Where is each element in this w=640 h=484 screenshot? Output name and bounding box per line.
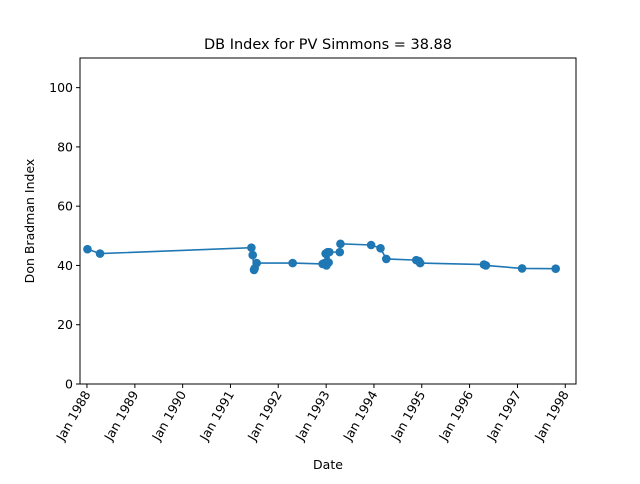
data-point: [415, 258, 425, 268]
data-point: [335, 247, 345, 257]
plot-frame: [79, 57, 577, 385]
data-point: [381, 254, 391, 264]
data-point: [336, 239, 345, 249]
y-tick-label: 20: [57, 317, 73, 332]
chart-title: DB Index for PV Simmons = 38.88: [204, 37, 452, 53]
data-point: [517, 264, 527, 273]
data-point: [376, 243, 385, 253]
data-point: [252, 258, 261, 268]
y-tick-label: 40: [57, 258, 73, 273]
data-point: [325, 247, 334, 257]
data-point: [248, 250, 258, 260]
y-axis-label: Don Bradman Index: [22, 159, 37, 284]
y-tick-label: 0: [65, 377, 73, 392]
y-axis-ticks: 0 20 40 60 80 100: [49, 80, 80, 392]
data-point: [83, 244, 92, 254]
data-point: [247, 243, 256, 252]
data-point: [95, 249, 105, 258]
y-tick-label: 100: [49, 80, 73, 95]
data-point: [366, 240, 376, 250]
data-point: [324, 258, 333, 267]
y-tick-label: 80: [57, 139, 73, 154]
data-point: [481, 261, 491, 270]
data-point: [288, 258, 297, 268]
data-point: [551, 264, 560, 274]
x-axis-label: Date: [313, 457, 343, 472]
series-layer: [83, 239, 560, 275]
y-tick-label: 60: [57, 199, 73, 214]
